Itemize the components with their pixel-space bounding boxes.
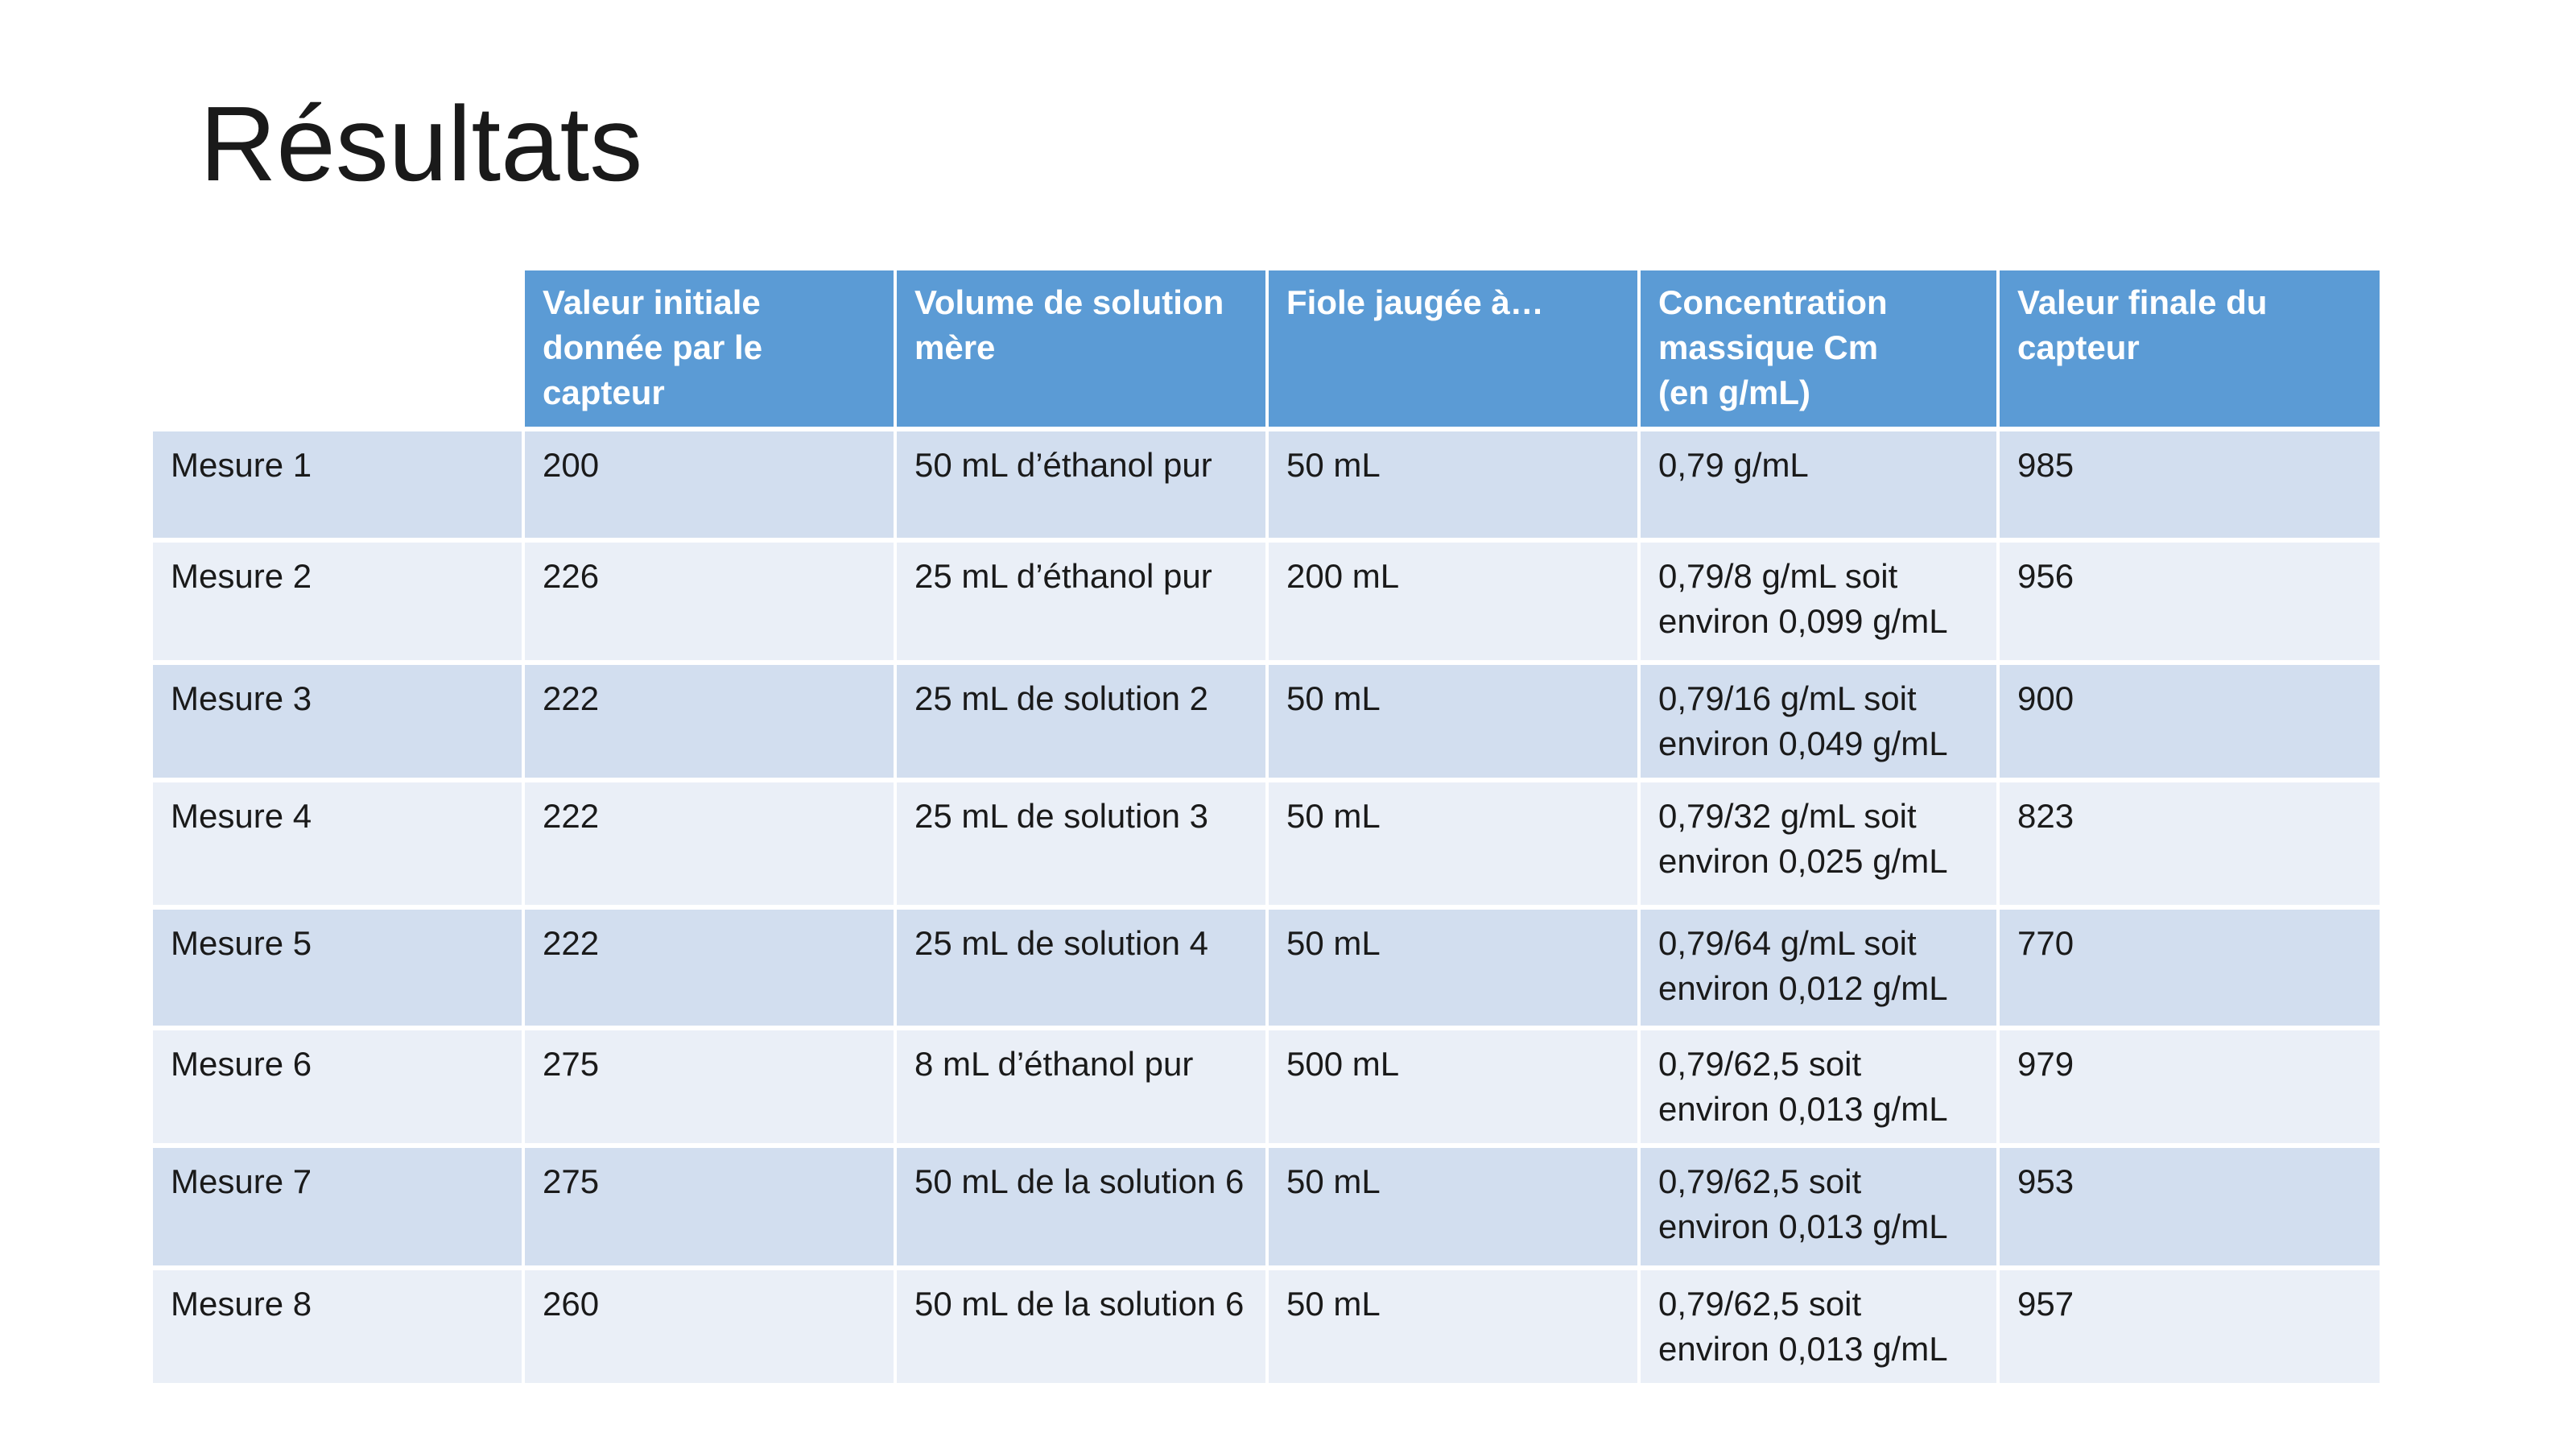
row-label: Mesure 5: [153, 910, 522, 1026]
cell-fiole: 50 mL: [1269, 431, 1637, 538]
header-cell-volume: Volume de solution mère: [897, 270, 1265, 427]
cell-fiole: 50 mL: [1269, 1270, 1637, 1383]
table-row: Mesure 8 260 50 mL de la solution 6 50 m…: [153, 1270, 2380, 1383]
table-row: Mesure 4 222 25 mL de solution 3 50 mL 0…: [153, 782, 2380, 905]
table-row: Mesure 5 222 25 mL de solution 4 50 mL 0…: [153, 910, 2380, 1026]
header-line: mère: [914, 328, 996, 366]
table-row: Mesure 3 222 25 mL de solution 2 50 mL 0…: [153, 665, 2380, 778]
row-label: Mesure 2: [153, 543, 522, 660]
cell-volume: 8 mL d’éthanol pur: [897, 1030, 1265, 1143]
cell-volume: 50 mL de la solution 6: [897, 1270, 1265, 1383]
cell-fiole: 50 mL: [1269, 665, 1637, 778]
table-row: Mesure 1 200 50 mL d’éthanol pur 50 mL 0…: [153, 431, 2380, 538]
cell-initial: 222: [525, 910, 894, 1026]
cell-initial: 260: [525, 1270, 894, 1383]
cell-concentration: 0,79/62,5 soit environ 0,013 g/mL: [1641, 1270, 1996, 1383]
header-line: Concentration: [1658, 283, 1888, 321]
row-label: Mesure 1: [153, 431, 522, 538]
header-cell-concentration: Concentration massique Cm (en g/mL): [1641, 270, 1996, 427]
row-label: Mesure 7: [153, 1148, 522, 1265]
header-line: (en g/mL): [1658, 374, 1810, 411]
cell-final: 985: [2000, 431, 2380, 538]
cell-volume: 25 mL de solution 4: [897, 910, 1265, 1026]
header-cell-initial: Valeur initiale donnée par le capteur: [525, 270, 894, 427]
row-label: Mesure 8: [153, 1270, 522, 1383]
cell-volume: 50 mL de la solution 6: [897, 1148, 1265, 1265]
header-row: Valeur initiale donnée par le capteur Vo…: [153, 270, 2380, 427]
header-line: massique Cm: [1658, 328, 1879, 366]
cell-fiole: 50 mL: [1269, 782, 1637, 905]
cell-final: 823: [2000, 782, 2380, 905]
cell-fiole: 500 mL: [1269, 1030, 1637, 1143]
cell-concentration: 0,79/62,5 soit environ 0,013 g/mL: [1641, 1148, 1996, 1265]
row-label: Mesure 6: [153, 1030, 522, 1143]
row-label: Mesure 3: [153, 665, 522, 778]
cell-final: 770: [2000, 910, 2380, 1026]
header-line: Fiole jaugée à…: [1286, 283, 1544, 321]
cell-final: 979: [2000, 1030, 2380, 1143]
header-line: Valeur initiale: [543, 283, 761, 321]
cell-fiole: 50 mL: [1269, 1148, 1637, 1265]
cell-volume: 25 mL d’éthanol pur: [897, 543, 1265, 660]
cell-volume: 25 mL de solution 2: [897, 665, 1265, 778]
cell-initial: 226: [525, 543, 894, 660]
table-row: Mesure 2 226 25 mL d’éthanol pur 200 mL …: [153, 543, 2380, 660]
row-label: Mesure 4: [153, 782, 522, 905]
cell-fiole: 200 mL: [1269, 543, 1637, 660]
cell-initial: 275: [525, 1030, 894, 1143]
header-cell-empty: [153, 270, 522, 427]
header-line: Valeur finale du: [2017, 283, 2268, 321]
header-cell-final: Valeur finale du capteur: [2000, 270, 2380, 427]
table-row: Mesure 6 275 8 mL d’éthanol pur 500 mL 0…: [153, 1030, 2380, 1143]
cell-final: 900: [2000, 665, 2380, 778]
cell-concentration: 0,79/64 g/mL soit environ 0,012 g/mL: [1641, 910, 1996, 1026]
table-row: Mesure 7 275 50 mL de la solution 6 50 m…: [153, 1148, 2380, 1265]
header-cell-fiole: Fiole jaugée à…: [1269, 270, 1637, 427]
cell-fiole: 50 mL: [1269, 910, 1637, 1026]
cell-initial: 222: [525, 782, 894, 905]
header-line: Volume de solution: [914, 283, 1224, 321]
cell-initial: 222: [525, 665, 894, 778]
header-line: donnée par le: [543, 328, 763, 366]
table-body: Mesure 1 200 50 mL d’éthanol pur 50 mL 0…: [153, 431, 2380, 1383]
cell-concentration: 0,79/16 g/mL soit environ 0,049 g/mL: [1641, 665, 1996, 778]
table-header: Valeur initiale donnée par le capteur Vo…: [153, 270, 2380, 427]
cell-initial: 275: [525, 1148, 894, 1265]
cell-volume: 25 mL de solution 3: [897, 782, 1265, 905]
header-line: capteur: [2017, 328, 2140, 366]
results-table: Valeur initiale donnée par le capteur Vo…: [150, 266, 2383, 1388]
cell-final: 957: [2000, 1270, 2380, 1383]
cell-volume: 50 mL d’éthanol pur: [897, 431, 1265, 538]
slide-title: Résultats: [200, 85, 643, 203]
cell-concentration: 0,79 g/mL: [1641, 431, 1996, 538]
results-table-container: Valeur initiale donnée par le capteur Vo…: [153, 266, 2380, 1388]
cell-final: 953: [2000, 1148, 2380, 1265]
cell-initial: 200: [525, 431, 894, 538]
cell-concentration: 0,79/8 g/mL soit environ 0,099 g/mL: [1641, 543, 1996, 660]
header-line: capteur: [543, 374, 665, 411]
cell-final: 956: [2000, 543, 2380, 660]
cell-concentration: 0,79/62,5 soit environ 0,013 g/mL: [1641, 1030, 1996, 1143]
cell-concentration: 0,79/32 g/mL soit environ 0,025 g/mL: [1641, 782, 1996, 905]
